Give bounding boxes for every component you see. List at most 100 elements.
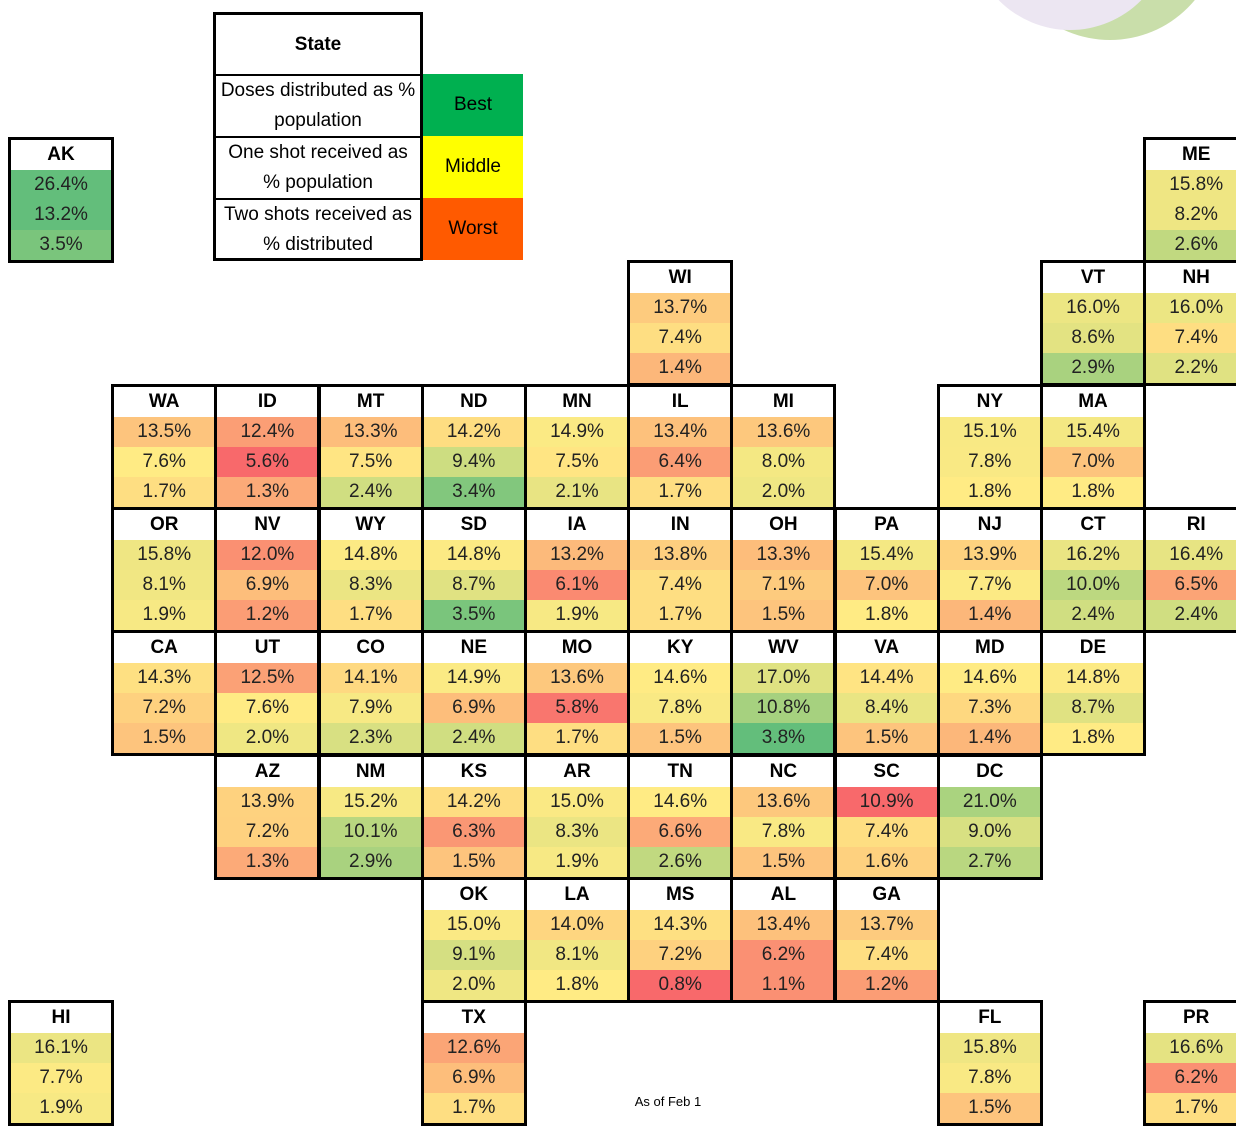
state-tile: ID 12.4% 5.6% 1.3% xyxy=(214,383,321,510)
value-cell: 6.1% xyxy=(527,569,627,600)
value-cell: 10.0% xyxy=(1043,569,1143,600)
value-cell: 6.5% xyxy=(1146,569,1236,600)
value-cell: 7.8% xyxy=(630,693,731,724)
value-cell: 14.1% xyxy=(320,663,421,694)
value-cell: 14.3% xyxy=(630,909,731,940)
state-tile: DE 14.8% 8.7% 1.8% xyxy=(1040,630,1146,757)
value-cell: 1.7% xyxy=(114,476,215,507)
value-cell: 12.5% xyxy=(217,663,318,694)
value-cell: 8.1% xyxy=(114,569,215,600)
value-cell: 7.5% xyxy=(320,446,421,477)
state-tile: MN 14.9% 7.5% 2.1% xyxy=(524,383,630,510)
state-abbr: FL xyxy=(978,1007,1002,1029)
value-cell: 5.6% xyxy=(217,446,318,477)
state-abbr: WI xyxy=(668,267,692,289)
state-tile: AL 13.4% 6.2% 1.1% xyxy=(730,876,837,1003)
value-cell: 16.4% xyxy=(1146,539,1236,570)
value-cell: 7.0% xyxy=(1043,446,1143,477)
value-cell: 7.8% xyxy=(939,446,1040,477)
state-abbr: TX xyxy=(461,1007,486,1029)
value-cell: 7.4% xyxy=(630,323,731,354)
value-cell: 17.0% xyxy=(733,663,834,694)
state-abbr: WY xyxy=(355,513,386,535)
state-abbr: MN xyxy=(562,390,592,412)
value-cell: 15.8% xyxy=(114,539,215,570)
value-cell: 26.4% xyxy=(11,170,111,200)
value-cell: 6.3% xyxy=(423,816,524,847)
legend-swatch: Middle xyxy=(423,136,523,198)
value-cell: 2.3% xyxy=(320,723,421,754)
value-cell: 1.7% xyxy=(527,723,627,754)
value-cell: 6.9% xyxy=(423,693,524,724)
legend-swatch: Worst xyxy=(423,198,523,260)
value-cell: 1.3% xyxy=(217,846,318,877)
value-cell: 15.0% xyxy=(527,786,627,817)
value-cell: 14.2% xyxy=(423,416,524,447)
legend-row: Doses distributed as % population xyxy=(216,74,420,136)
value-cell: 14.6% xyxy=(939,663,1040,694)
state-abbr: ND xyxy=(460,390,488,412)
value-cell: 9.0% xyxy=(939,816,1040,847)
value-cell: 6.2% xyxy=(1146,1063,1236,1094)
state-tile: PR 16.6% 6.2% 1.7% xyxy=(1143,1000,1236,1126)
state-abbr: AZ xyxy=(254,760,281,782)
value-cell: 3.8% xyxy=(733,723,834,754)
state-abbr: VT xyxy=(1080,267,1106,289)
value-cell: 1.8% xyxy=(527,969,627,1000)
state-abbr: MT xyxy=(356,390,385,412)
value-cell: 16.0% xyxy=(1146,293,1236,324)
footnote: As of Feb 1 xyxy=(634,1094,702,1109)
value-cell: 3.4% xyxy=(423,476,524,507)
value-cell: 8.3% xyxy=(527,816,627,847)
value-cell: 1.5% xyxy=(836,723,937,754)
value-cell: 7.7% xyxy=(939,569,1040,600)
state-abbr: NY xyxy=(976,390,1003,412)
value-cell: 1.1% xyxy=(733,969,834,1000)
state-tile: WA 13.5% 7.6% 1.7% xyxy=(111,383,218,510)
state-tile: IA 13.2% 6.1% 1.9% xyxy=(524,506,630,633)
state-tile: TX 12.6% 6.9% 1.7% xyxy=(420,1000,527,1126)
state-tile: AZ 13.9% 7.2% 1.3% xyxy=(214,753,321,880)
value-cell: 7.4% xyxy=(836,816,937,847)
state-abbr: CA xyxy=(150,637,178,659)
value-cell: 15.4% xyxy=(836,539,937,570)
value-cell: 6.9% xyxy=(217,569,318,600)
value-cell: 7.8% xyxy=(733,816,834,847)
value-cell: 1.4% xyxy=(630,353,731,384)
state-abbr: NJ xyxy=(977,513,1002,535)
state-tile: MS 14.3% 7.2% 0.8% xyxy=(627,876,734,1003)
value-cell: 7.2% xyxy=(630,939,731,970)
state-tile: IN 13.8% 7.4% 1.7% xyxy=(627,506,734,633)
value-cell: 1.2% xyxy=(836,969,937,1000)
value-cell: 9.4% xyxy=(423,446,524,477)
legend-swatch: Best xyxy=(423,74,523,136)
value-cell: 10.1% xyxy=(320,816,421,847)
value-cell: 13.8% xyxy=(630,539,731,570)
legend-row: One shot received as % population xyxy=(216,136,420,198)
value-cell: 7.0% xyxy=(836,569,937,600)
state-abbr: NC xyxy=(769,760,798,782)
state-tile: MI 13.6% 8.0% 2.0% xyxy=(730,383,837,510)
state-abbr: TN xyxy=(667,760,693,782)
value-cell: 0.8% xyxy=(630,969,731,1000)
value-cell: 8.6% xyxy=(1043,323,1143,354)
value-cell: 7.1% xyxy=(733,569,834,600)
state-abbr: LA xyxy=(564,883,590,905)
state-tile: CT 16.2% 10.0% 2.4% xyxy=(1040,506,1146,633)
state-tile: UT 12.5% 7.6% 2.0% xyxy=(214,630,321,757)
state-abbr: SD xyxy=(460,513,487,535)
value-cell: 7.5% xyxy=(527,446,627,477)
state-abbr: AL xyxy=(770,883,797,905)
value-cell: 6.6% xyxy=(630,816,731,847)
value-cell: 15.8% xyxy=(939,1033,1040,1064)
value-cell: 16.2% xyxy=(1043,539,1143,570)
state-abbr: MD xyxy=(975,637,1005,659)
state-tile: MO 13.6% 5.8% 1.7% xyxy=(524,630,630,757)
value-cell: 2.4% xyxy=(320,476,421,507)
value-cell: 16.6% xyxy=(1146,1033,1236,1064)
value-cell: 13.6% xyxy=(527,663,627,694)
value-cell: 14.8% xyxy=(320,539,421,570)
value-cell: 1.5% xyxy=(423,846,524,877)
value-cell: 8.7% xyxy=(423,569,524,600)
value-cell: 9.1% xyxy=(423,939,524,970)
